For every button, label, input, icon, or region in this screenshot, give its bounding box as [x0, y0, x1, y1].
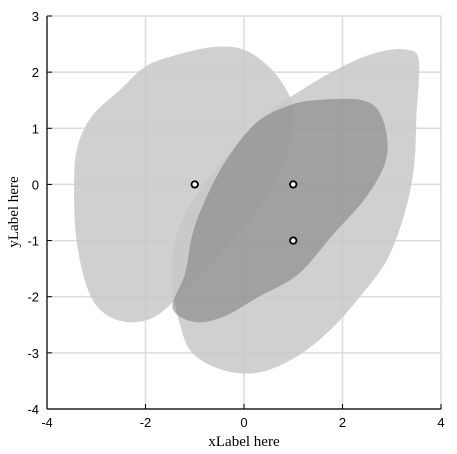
y-tick-label: -1: [27, 234, 39, 249]
x-tick-label: 4: [437, 415, 444, 430]
shaded-regions: [74, 46, 420, 374]
data-point: [289, 236, 298, 245]
y-tick-labels: -4 -3 -2 -1 0 1 2 3: [27, 9, 39, 417]
y-tick-label: 2: [32, 65, 39, 80]
y-tick-label: -4: [27, 402, 39, 417]
x-tick-label: 0: [240, 415, 247, 430]
data-points: [190, 180, 298, 245]
y-tick-label: -2: [27, 290, 39, 305]
y-axis-title: yLabel here: [6, 176, 22, 248]
data-point: [289, 180, 298, 189]
x-tick-label: -2: [140, 415, 152, 430]
y-tick-label: 3: [32, 9, 39, 24]
x-tick-label: -4: [41, 415, 53, 430]
x-axis-title: xLabel here: [208, 434, 280, 450]
region-1: [74, 46, 294, 323]
y-tick-label: 1: [32, 121, 39, 136]
axes: [46, 15, 442, 410]
x-tick-labels: -4 -2 0 2 4: [41, 415, 444, 430]
y-tick-label: 0: [32, 177, 39, 192]
x-tick-label: 2: [339, 415, 346, 430]
region-3: [172, 98, 388, 323]
data-point: [190, 180, 199, 189]
y-tick-label: -3: [27, 346, 39, 361]
